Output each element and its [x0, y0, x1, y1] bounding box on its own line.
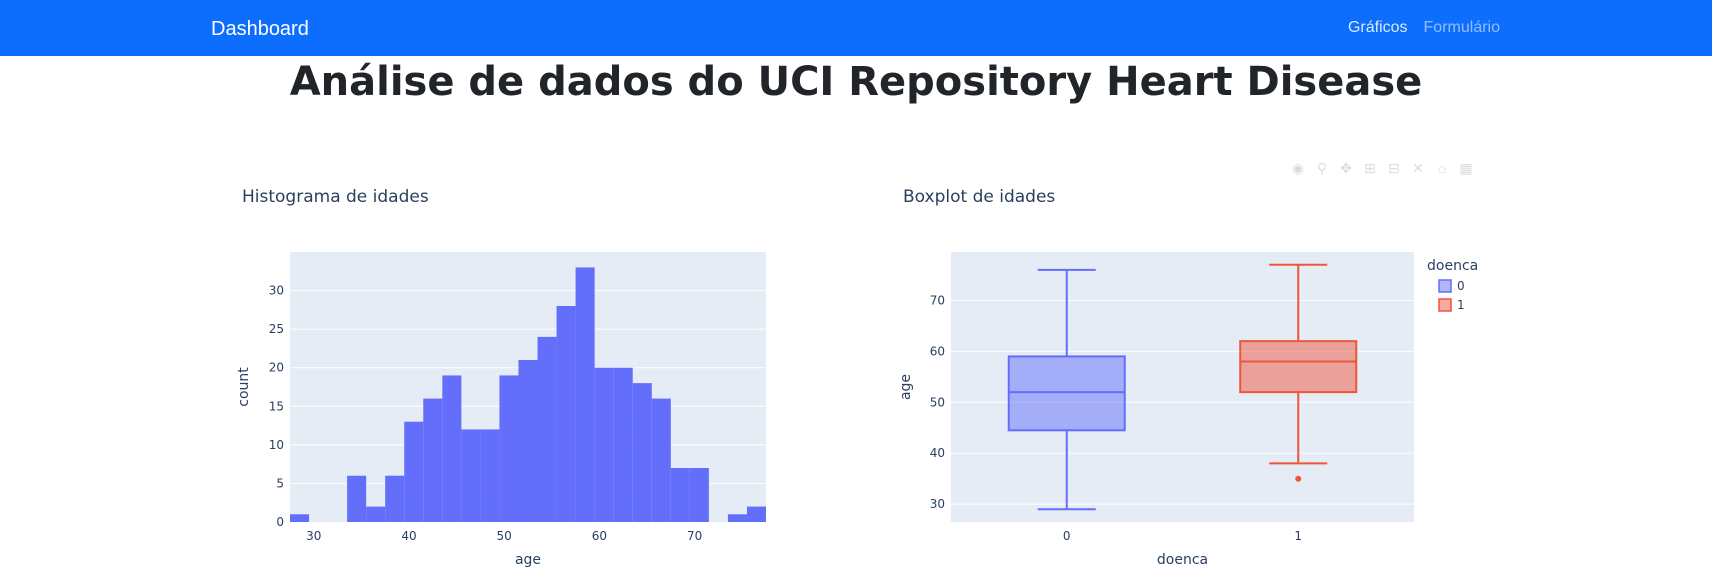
boxplot-y-axis-label: age — [898, 374, 914, 400]
plot-modebar: ◉ ⚲ ✥ ⊞ ⊟ ✕ ⌂ ▦ — [1290, 160, 1474, 176]
boxplot-svg: Boxplot de idades 0 1 30 40 50 60 70 doenca a… — [898, 187, 1478, 568]
boxplot-x-axis-label: doenca — [1157, 552, 1208, 568]
histogram-x-tick-label: 40 — [401, 529, 416, 543]
histogram-x-tick-label: 70 — [687, 529, 702, 543]
histogram-bar[interactable] — [480, 429, 500, 522]
boxplot-x-tick-label: 1 — [1294, 529, 1302, 543]
home-icon[interactable]: ⌂ — [1437, 160, 1447, 176]
legend-swatch — [1438, 298, 1452, 312]
navbar: Dashboard Gráficos Formulário — [0, 0, 1712, 56]
histogram-bar[interactable] — [423, 398, 443, 522]
histogram-y-tick-label: 20 — [269, 361, 284, 375]
box-series-0[interactable] — [1007, 268, 1126, 511]
histogram-y-tick-label: 0 — [276, 515, 284, 529]
boxplot-x-tick-label: 0 — [1063, 529, 1071, 543]
plotly-logo-icon[interactable]: ▦ — [1459, 160, 1473, 176]
histogram-bar[interactable] — [404, 421, 424, 522]
histogram-bar[interactable] — [385, 475, 405, 522]
histogram-y-tick-label: 10 — [269, 438, 284, 452]
histogram-bar[interactable] — [746, 506, 766, 522]
boxplot-y-tick-label: 70 — [930, 293, 945, 307]
page-title: Análise de dados do UCI Repository Heart… — [289, 59, 1423, 105]
boxplot-y-tick-label: 60 — [930, 344, 945, 358]
histogram-svg: Histograma de idades 30 40 50 60 70 0 5 10 15 20… — [236, 187, 766, 568]
box-series-1[interactable] — [1239, 263, 1358, 482]
histogram-bar[interactable] — [727, 514, 747, 522]
iqr-box[interactable] — [1007, 355, 1126, 432]
boxplot-y-tick-label: 50 — [930, 395, 945, 409]
boxplot-title: Boxplot de idades — [903, 187, 1055, 207]
histogram-bar[interactable] — [347, 475, 367, 522]
histogram-x-tick-label: 50 — [497, 529, 512, 543]
legend-title: doenca — [1427, 258, 1478, 274]
histogram-x-tick-label: 30 — [306, 529, 321, 543]
nav-link-graficos[interactable]: Gráficos — [1347, 19, 1408, 36]
histogram-bar[interactable] — [461, 429, 481, 522]
histogram-y-tick-label: 15 — [269, 399, 284, 413]
histogram-title: Histograma de idades — [242, 187, 429, 207]
legend-label: 0 — [1457, 279, 1465, 293]
histogram-bar[interactable] — [651, 398, 671, 522]
histogram-bar[interactable] — [366, 506, 386, 522]
histogram-x-axis-label: age — [515, 552, 541, 568]
histogram-y-tick-label: 25 — [269, 322, 284, 336]
outlier-point[interactable] — [1295, 475, 1302, 482]
nav-links: Gráficos Formulário — [1348, 18, 1500, 38]
iqr-box[interactable] — [1239, 340, 1358, 394]
histogram-bar[interactable] — [689, 468, 709, 522]
histogram-bar[interactable] — [575, 267, 595, 522]
histogram-bar[interactable] — [290, 514, 310, 522]
histogram-y-axis-label: count — [236, 367, 252, 407]
legend: doenca 0 1 — [1427, 258, 1478, 312]
legend-label: 1 — [1457, 298, 1465, 312]
histogram-bar[interactable] — [537, 336, 557, 522]
autoscale-icon[interactable]: ✕ — [1412, 160, 1424, 176]
histogram-bar[interactable] — [556, 306, 576, 522]
histogram-bar[interactable] — [670, 468, 690, 522]
histogram-chart: Histograma de idades 30 40 50 60 70 0 5 10 15 20… — [230, 180, 790, 570]
boxplot-y-tick-label: 30 — [930, 497, 945, 511]
brand-link[interactable]: Dashboard — [211, 18, 309, 40]
nav-link-formulario[interactable]: Formulário — [1423, 19, 1500, 36]
histogram-bar[interactable] — [518, 360, 538, 522]
histogram-bar[interactable] — [594, 367, 614, 522]
boxplot-chart: Boxplot de idades 0 1 30 40 50 60 70 doenca a… — [890, 180, 1530, 570]
zoom-in-icon[interactable]: ⊞ — [1364, 160, 1376, 176]
pan-icon[interactable]: ✥ — [1340, 160, 1352, 176]
histogram-bar[interactable] — [442, 375, 462, 522]
histogram-y-tick-label: 30 — [269, 284, 284, 298]
camera-icon[interactable]: ◉ — [1291, 160, 1305, 176]
boxplot-y-tick-label: 40 — [930, 446, 945, 460]
histogram-bar[interactable] — [632, 383, 652, 522]
legend-item-1[interactable]: 1 — [1438, 298, 1465, 312]
zoom-icon[interactable]: ⚲ — [1316, 160, 1328, 176]
zoom-out-icon[interactable]: ⊟ — [1388, 160, 1400, 176]
histogram-x-tick-label: 60 — [592, 529, 607, 543]
histogram-y-tick-label: 5 — [276, 476, 284, 490]
legend-item-0[interactable]: 0 — [1438, 279, 1465, 293]
histogram-bar[interactable] — [499, 375, 519, 522]
histogram-bar[interactable] — [613, 367, 633, 522]
legend-swatch — [1438, 279, 1452, 293]
